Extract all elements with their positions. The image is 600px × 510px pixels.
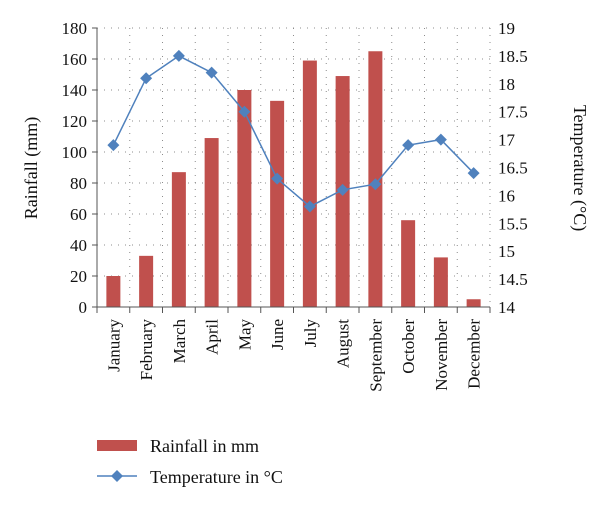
y-tick-label: 120 — [62, 112, 88, 131]
x-tick-label: June — [268, 319, 287, 350]
bar-october — [401, 220, 416, 307]
y2-tick-label: 16.5 — [498, 159, 528, 178]
y-axis-label: Rainfall (mm) — [21, 117, 42, 219]
temperature-point-september — [369, 178, 382, 191]
left-axis-ticks: 0 20 40 60 80 100 120 140 160 180 — [62, 19, 97, 317]
temperature-point-august — [336, 183, 349, 196]
x-tick-label: May — [235, 319, 254, 351]
legend: Rainfall in mm Temperature in °C — [97, 436, 283, 487]
x-tick-label: December — [465, 319, 484, 389]
bar-march — [171, 172, 186, 307]
y2-tick-label: 17 — [498, 131, 516, 150]
y2-tick-label: 18.5 — [498, 47, 528, 66]
y2-tick-label: 18 — [498, 75, 515, 94]
y2-tick-label: 16 — [498, 186, 515, 205]
bar-may — [237, 90, 252, 307]
temperature-point-october — [402, 139, 415, 152]
bar-april — [204, 138, 219, 307]
y-tick-label: 180 — [62, 19, 88, 38]
y-tick-label: 160 — [62, 50, 88, 69]
temperature-line-path — [112, 55, 475, 208]
x-tick-label: April — [203, 319, 222, 355]
temperature-point-december — [467, 167, 480, 180]
x-tick-label: November — [432, 319, 451, 391]
temperature-point-november — [434, 133, 447, 146]
y2-tick-label: 14.5 — [498, 270, 528, 289]
y-tick-label: 60 — [70, 205, 87, 224]
right-axis-ticks: 14 14.5 15 15.5 16 16.5 17 17.5 18 18.5 19 — [498, 19, 528, 317]
y-tick-label: 40 — [70, 236, 87, 255]
x-tick-label: March — [170, 319, 189, 364]
temperature-point-february — [140, 72, 153, 85]
x-tick-label: January — [104, 319, 123, 372]
bar-january — [106, 276, 121, 307]
temperature-point-june — [271, 172, 284, 185]
temperature-line — [107, 49, 480, 213]
legend-swatch-rainfall — [97, 440, 137, 451]
x-tick-label: October — [399, 319, 418, 374]
x-tick-label: July — [301, 319, 320, 348]
y2-tick-label: 15.5 — [498, 214, 528, 233]
temperature-point-may — [238, 105, 251, 118]
temperature-point-july — [303, 200, 316, 213]
y2-tick-label: 15 — [498, 242, 515, 261]
legend-label-rainfall: Rainfall in mm — [150, 436, 259, 456]
y2-tick-label: 17.5 — [498, 103, 528, 122]
legend-label-temperature: Temperature in °C — [150, 467, 283, 487]
y2-axis-label: Temperature (°C) — [569, 105, 590, 231]
bar-june — [270, 100, 285, 307]
bar-december — [466, 299, 481, 307]
bar-november — [433, 257, 448, 307]
temperature-point-april — [205, 66, 218, 79]
y-tick-label: 100 — [62, 143, 88, 162]
bar-february — [139, 255, 154, 307]
x-tick-label: August — [334, 319, 353, 368]
x-tick-label: February — [137, 319, 156, 381]
y2-tick-label: 19 — [498, 19, 515, 38]
x-axis-ticks: January February March April May June July Augu… — [104, 319, 483, 392]
legend-marker-temperature — [111, 470, 123, 482]
y-tick-label: 80 — [70, 174, 87, 193]
bar-july — [302, 60, 317, 307]
temperature-point-march — [172, 49, 185, 62]
x-tick-label: September — [366, 319, 385, 392]
y-tick-label: 0 — [79, 298, 88, 317]
axes — [96, 28, 491, 313]
y-tick-label: 140 — [62, 81, 88, 100]
temperature-point-january — [107, 139, 120, 152]
grid-lines — [97, 27, 491, 307]
y2-tick-label: 14 — [498, 298, 516, 317]
y-tick-label: 20 — [70, 267, 87, 286]
